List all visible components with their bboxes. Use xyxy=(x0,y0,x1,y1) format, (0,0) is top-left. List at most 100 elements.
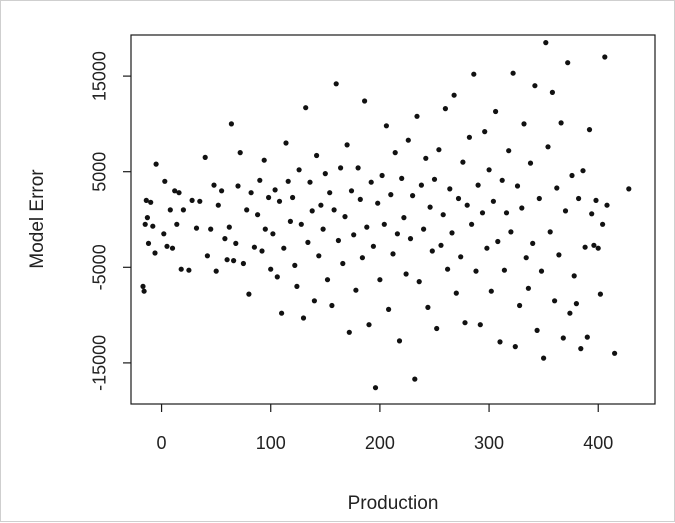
data-point xyxy=(248,190,254,196)
data-point xyxy=(274,274,280,280)
data-point xyxy=(506,148,512,154)
y-tick-label: -15000 xyxy=(90,335,110,391)
data-point xyxy=(281,245,287,251)
data-point xyxy=(495,238,501,245)
data-point xyxy=(322,171,328,177)
data-point xyxy=(364,224,370,230)
data-point xyxy=(569,172,575,179)
data-point xyxy=(213,268,219,274)
data-point xyxy=(534,327,540,333)
data-point xyxy=(431,176,438,182)
data-point xyxy=(228,121,234,127)
data-point xyxy=(357,196,363,202)
data-point xyxy=(532,83,538,89)
data-point xyxy=(512,344,518,350)
data-point xyxy=(565,60,571,66)
data-point xyxy=(344,142,350,148)
data-point xyxy=(150,223,156,229)
data-point xyxy=(490,198,496,204)
data-point xyxy=(262,226,268,232)
data-point xyxy=(348,188,355,194)
data-point xyxy=(521,121,527,127)
data-point xyxy=(582,244,588,250)
data-point xyxy=(554,185,560,191)
data-point xyxy=(486,167,492,173)
data-point xyxy=(547,229,553,235)
data-point xyxy=(368,179,374,185)
x-tick-label: 0 xyxy=(157,433,167,453)
data-point xyxy=(626,186,632,192)
data-point xyxy=(161,231,167,237)
data-point xyxy=(549,89,556,95)
data-point xyxy=(340,260,346,267)
data-point xyxy=(501,267,507,273)
data-point xyxy=(560,335,566,341)
plot-frame xyxy=(130,34,656,405)
data-point xyxy=(226,224,232,230)
data-point xyxy=(300,315,307,321)
x-tick-label: 300 xyxy=(474,433,504,453)
data-point xyxy=(407,236,414,242)
data-point xyxy=(283,140,289,146)
data-point xyxy=(342,214,348,220)
data-point xyxy=(246,291,252,297)
data-point xyxy=(311,298,317,304)
x-tick-label: 100 xyxy=(256,433,286,453)
data-point xyxy=(233,240,239,246)
data-point xyxy=(523,255,529,261)
data-point xyxy=(425,304,431,310)
data-point xyxy=(604,202,610,208)
data-point xyxy=(396,338,403,344)
data-point xyxy=(434,325,440,332)
data-point xyxy=(460,159,466,165)
data-point xyxy=(383,123,389,129)
data-point xyxy=(178,266,184,272)
data-point xyxy=(453,290,459,296)
data-point xyxy=(215,202,221,208)
data-point xyxy=(255,212,261,218)
data-point xyxy=(143,197,149,203)
data-point xyxy=(153,161,159,167)
data-point xyxy=(412,376,418,382)
data-point xyxy=(475,182,481,188)
data-point xyxy=(355,165,361,171)
data-point xyxy=(519,205,525,211)
data-point xyxy=(508,229,514,235)
data-point xyxy=(392,150,398,156)
data-point xyxy=(276,198,283,204)
data-point xyxy=(578,346,584,352)
data-point xyxy=(211,182,217,188)
data-point xyxy=(558,120,564,126)
data-point xyxy=(172,188,178,194)
data-point xyxy=(510,70,516,76)
data-point xyxy=(167,207,173,213)
data-point xyxy=(270,231,276,237)
data-point xyxy=(324,277,331,283)
x-axis: 0 100 200 300 400 xyxy=(157,404,613,453)
data-point xyxy=(556,252,562,258)
data-point xyxy=(567,310,573,316)
data-point xyxy=(296,167,302,173)
data-point xyxy=(338,165,344,171)
data-point xyxy=(484,245,490,251)
data-point xyxy=(545,144,551,150)
data-point xyxy=(335,237,341,244)
data-point xyxy=(418,182,424,188)
data-point xyxy=(327,190,333,196)
data-point xyxy=(593,197,599,203)
data-point xyxy=(436,147,442,153)
data-point xyxy=(473,268,479,274)
data-point xyxy=(351,232,357,238)
data-point xyxy=(309,208,315,214)
data-point xyxy=(237,150,243,156)
data-point xyxy=(359,255,365,261)
data-point xyxy=(576,195,582,202)
data-point xyxy=(362,98,368,104)
data-point xyxy=(292,262,298,268)
data-point xyxy=(458,254,464,260)
x-tick-label: 400 xyxy=(583,433,613,453)
data-point xyxy=(410,193,416,199)
data-point xyxy=(552,298,558,304)
data-point xyxy=(442,106,448,112)
